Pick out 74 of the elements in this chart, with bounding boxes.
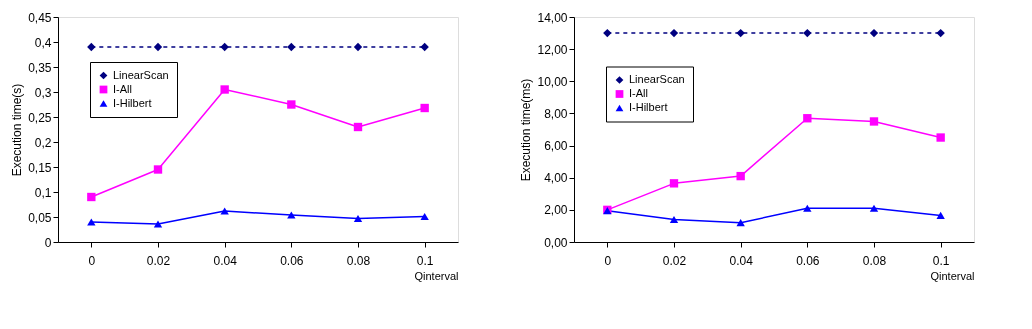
point — [220, 85, 229, 94]
point — [803, 204, 812, 212]
point — [87, 192, 96, 202]
point — [353, 214, 363, 223]
point — [669, 28, 679, 38]
x-tick-label: 0.02 — [662, 253, 687, 268]
legend-label: I-All — [113, 82, 132, 95]
y-tick-label: 0,05 — [28, 210, 52, 225]
x-tick-label: 0.06 — [280, 253, 304, 268]
point — [420, 103, 429, 113]
x-axis-title: Qinterval — [930, 269, 975, 282]
x-tick-label: 0.1 — [416, 253, 434, 268]
y-tick-label: 0 — [44, 235, 52, 250]
point — [420, 42, 429, 52]
point — [736, 171, 745, 181]
y-tick-label: 4,00 — [544, 171, 568, 186]
point — [936, 133, 945, 142]
point — [153, 165, 163, 174]
point — [869, 117, 879, 126]
y-tick-label: 2,00 — [544, 203, 568, 218]
point — [669, 179, 679, 188]
point — [87, 42, 96, 52]
point — [803, 114, 812, 123]
point — [353, 42, 363, 52]
x-tick-label: 0.08 — [862, 253, 887, 268]
y-tick-label: 0,4 — [34, 35, 52, 50]
point — [220, 42, 229, 52]
point — [736, 28, 745, 38]
x-tick-label: 0.04 — [213, 253, 238, 268]
legend-label: LinearScan — [629, 73, 685, 85]
x-tick-label: 0.06 — [796, 253, 820, 268]
y-tick-label: 0,3 — [34, 85, 52, 100]
x-tick-label: 0.08 — [346, 253, 371, 268]
point — [220, 207, 229, 215]
y-tick-label: 10,00 — [537, 74, 568, 89]
legend-label: LinearScan — [113, 68, 169, 81]
y-tick-label: 0,25 — [28, 110, 52, 125]
y-axis-title: Execution time(ms) — [519, 78, 534, 182]
x-tick-label: 0 — [604, 253, 612, 268]
point — [353, 122, 363, 132]
point — [87, 218, 96, 226]
point — [936, 211, 945, 220]
x-tick-label: 0.1 — [932, 253, 950, 268]
y-tick-label: 12,00 — [537, 42, 568, 57]
point — [287, 211, 296, 219]
y-tick-label: 0,35 — [28, 60, 52, 75]
point — [936, 28, 945, 38]
y-tick-label: 14,00 — [537, 10, 568, 25]
point — [803, 28, 812, 38]
point — [153, 42, 163, 52]
y-tick-label: 0,15 — [28, 160, 52, 175]
x-tick-label: 0.04 — [729, 253, 754, 268]
y-tick-label: 0,1 — [34, 185, 52, 200]
legend-label: I-Hilbert — [629, 101, 668, 113]
x-axis-title: Qinterval — [414, 269, 459, 282]
point — [869, 204, 879, 212]
x-tick-label: 0.02 — [146, 253, 171, 268]
point — [153, 220, 163, 228]
y-tick-label: 0,2 — [34, 135, 52, 150]
point — [603, 28, 612, 38]
point — [420, 212, 429, 221]
legend-label: I-All — [629, 87, 648, 99]
point — [736, 219, 745, 227]
y-tick-label: 6,00 — [544, 139, 568, 154]
point — [669, 215, 679, 224]
y-tick-label: 0,00 — [544, 235, 568, 250]
point — [869, 28, 879, 38]
legend-label: I-Hilbert — [113, 96, 152, 109]
point — [287, 42, 296, 52]
x-tick-label: 0 — [88, 253, 96, 268]
point — [287, 100, 296, 109]
y-tick-label: 8,00 — [544, 106, 568, 121]
y-axis-title: Execution time(s) — [10, 83, 25, 177]
y-tick-label: 0,45 — [28, 10, 52, 25]
